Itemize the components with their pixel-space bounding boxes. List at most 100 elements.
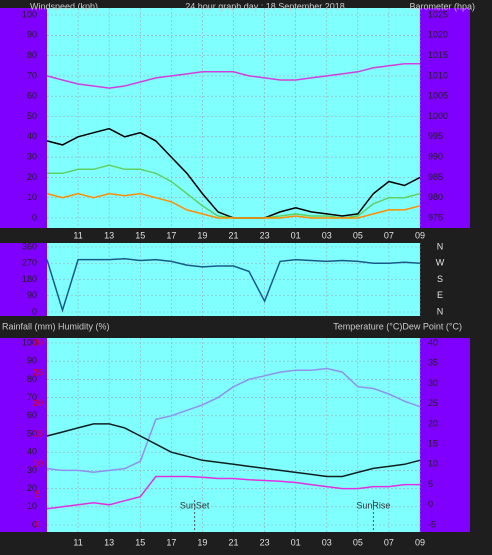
y2-tick-label: 980: [428, 192, 443, 202]
y-tick-label: 360: [22, 241, 37, 251]
x-tick-label: 11: [73, 537, 82, 547]
y2-tick-label: 0: [428, 499, 433, 509]
y-tick-label: 270: [22, 258, 37, 268]
y-axis-label: Rainfall (mm) Humidity (%): [2, 321, 110, 331]
x-tick-label: 09: [415, 230, 425, 240]
left-band: [0, 243, 47, 316]
y-tick-label: 80: [27, 50, 37, 60]
x-tick-label: 15: [135, 230, 145, 240]
x-tick-label: 17: [166, 537, 176, 547]
y-tick-label: 70: [27, 70, 37, 80]
series-line: [46, 367, 421, 473]
y2-tick-label: 15: [428, 438, 438, 448]
x-tick-label: 23: [260, 230, 270, 240]
y-tick-label: 60: [27, 410, 37, 420]
y-tick-label: 10: [27, 192, 37, 202]
y-tick-label: 90: [27, 290, 37, 300]
x-tick-label: 05: [353, 230, 363, 240]
x-tick-label: 13: [104, 230, 114, 240]
x-tick-label: 19: [197, 537, 207, 547]
y-tick-label: 20: [27, 172, 37, 182]
y2-tick-label: 1000: [428, 111, 448, 121]
left-band: [0, 338, 47, 532]
y-tick-label: 20: [27, 483, 37, 493]
y-tick-label: 40: [27, 447, 37, 457]
x-tick-label: 07: [384, 230, 394, 240]
y2-tick-label: 990: [428, 151, 443, 161]
y2-tick-label: 10: [428, 459, 438, 469]
x-tick-label: 09: [415, 537, 425, 547]
y2-tick-label: -5: [428, 519, 436, 529]
y2-axis-label: Temperature (°C)Dew Point (°C): [333, 321, 462, 331]
y-axis-label: Windspeed (kph): [30, 1, 98, 11]
y-tick-label: 80: [27, 374, 37, 384]
right-band: [420, 8, 470, 228]
series-line: [46, 192, 421, 219]
y-tick-label: 40: [27, 131, 37, 141]
y2-tick-label: 35: [428, 358, 438, 368]
x-tick-label: 23: [260, 537, 270, 547]
y2-tick-label: 985: [428, 172, 443, 182]
y-tick-label: 70: [27, 392, 37, 402]
y2-axis-label: Barometer (hpa): [409, 1, 475, 11]
y2-tick-label: W: [436, 258, 445, 268]
y3-tick-label: 0: [35, 519, 40, 529]
x-tick-label: 05: [353, 537, 363, 547]
y2-tick-label: 1005: [428, 91, 448, 101]
y-tick-label: 30: [27, 465, 37, 475]
y-tick-label: 100: [22, 337, 37, 347]
x-tick-label: 11: [73, 230, 82, 240]
x-tick-label: 21: [228, 230, 238, 240]
x-tick-label: 17: [166, 230, 176, 240]
y2-tick-label: N: [437, 241, 444, 251]
y2-tick-label: N: [437, 306, 444, 316]
y-tick-label: 50: [27, 111, 37, 121]
x-tick-label: 13: [104, 537, 114, 547]
chart-title: 24 hour graph day : 18 September 2018: [185, 1, 345, 11]
y2-tick-label: 1015: [428, 50, 448, 60]
right-band: [420, 338, 470, 532]
y2-tick-label: 1025: [428, 9, 448, 19]
y3-tick-label: 15: [33, 428, 43, 438]
y-tick-label: 0: [32, 212, 37, 222]
y2-tick-label: E: [437, 290, 443, 300]
left-band: [0, 8, 47, 228]
y2-tick-label: 1020: [428, 30, 448, 40]
y3-tick-label: 30: [33, 337, 43, 347]
y3-tick-label: 10: [33, 459, 43, 469]
x-tick-label: 21: [228, 537, 238, 547]
y3-tick-label: 20: [33, 398, 43, 408]
y2-tick-label: 5: [428, 479, 433, 489]
y2-tick-label: 25: [428, 398, 438, 408]
y2-tick-label: 40: [428, 337, 438, 347]
annotation: SunSet: [180, 500, 210, 510]
y3-tick-label: 5: [35, 489, 40, 499]
y3-tick-label: 25: [33, 368, 43, 378]
x-tick-label: 07: [384, 537, 394, 547]
y-tick-label: 50: [27, 428, 37, 438]
y-tick-label: 60: [27, 91, 37, 101]
series-line: [46, 62, 420, 89]
y-tick-label: 90: [27, 30, 37, 40]
x-tick-label: 03: [322, 230, 332, 240]
y-tick-label: 10: [27, 501, 37, 511]
y-tick-label: 30: [27, 151, 37, 161]
y2-tick-label: 995: [428, 131, 443, 141]
series-line: [46, 423, 421, 478]
y-tick-label: 0: [32, 306, 37, 316]
y-tick-label: 180: [22, 274, 37, 284]
x-tick-label: 19: [197, 230, 207, 240]
y2-tick-label: 30: [428, 378, 438, 388]
y2-tick-label: 20: [428, 418, 438, 428]
x-tick-label: 01: [291, 537, 301, 547]
y-tick-label: 90: [27, 356, 37, 366]
x-tick-label: 03: [322, 537, 332, 547]
y-tick-label: 100: [22, 9, 37, 19]
series-line: [46, 257, 421, 313]
x-tick-label: 15: [135, 537, 145, 547]
y2-tick-label: 1010: [428, 70, 448, 80]
y-tick-label: 0: [32, 519, 37, 529]
x-tick-label: 01: [291, 230, 301, 240]
y2-tick-label: 975: [428, 212, 443, 222]
